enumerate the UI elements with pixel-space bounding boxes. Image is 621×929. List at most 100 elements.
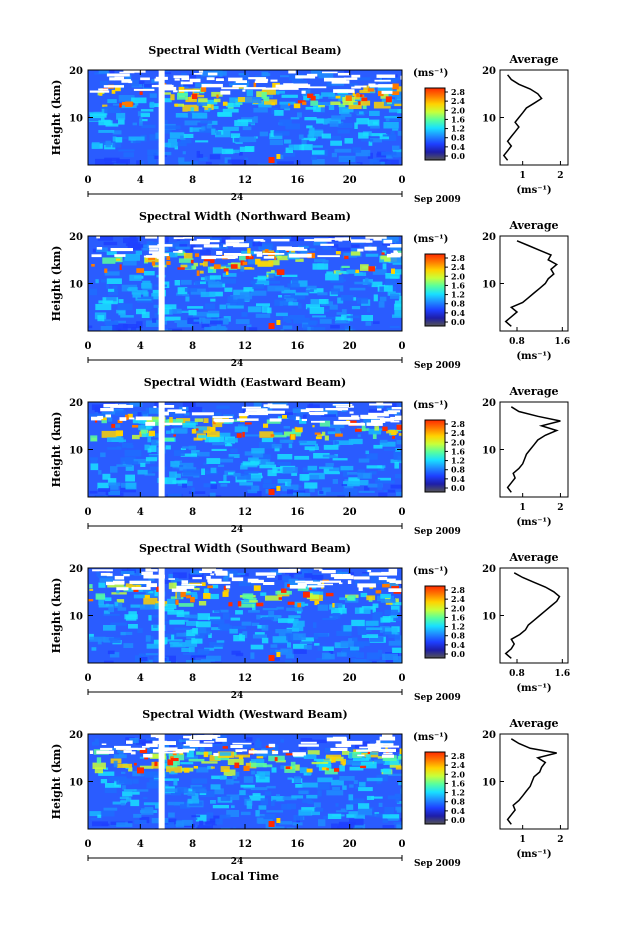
avg-x-tick-label: 2 [557,835,563,845]
colorbar-tick-label: 2.0 [451,769,465,779]
average-profile-line [504,572,561,659]
data-gap [158,568,165,663]
x-tick-label: 0 [85,839,92,850]
colorbar-tick-label: 2.8 [451,751,465,761]
x-tick-label: 12 [238,673,252,684]
colorbar-tick-label: 2.4 [451,96,465,106]
average-title: Average [508,551,558,564]
x-tick-label: 0 [85,341,92,352]
colorbar [424,419,446,493]
y-tick-label: 10 [69,280,83,291]
colorbar-tick-label: 0.0 [451,317,465,327]
y-axis-label: Height (km) [50,412,63,488]
colorbar-tick-label: 0.0 [451,483,465,493]
x-tick-label: 20 [343,507,357,518]
colorbar-tick-label: 1.2 [451,622,465,632]
colorbar-tick-label: 0.8 [451,631,465,641]
colorbar-tick-label: 1.2 [451,124,465,134]
heatmap-cells [88,236,402,331]
avg-x-tick-label: 1.6 [554,337,570,347]
average-title: Average [508,385,558,398]
y-tick-label: 10 [69,778,83,789]
avg-x-tick-label: 2 [557,503,563,513]
date-label: Sep 2009 [414,859,461,869]
x-tick-label: 0 [85,673,92,684]
x-tick-label: 8 [189,507,196,518]
x-tick-label: 8 [189,839,196,850]
avg-x-label: (ms⁻¹) [516,351,551,362]
panel-1: Spectral Width (Northward Beam) Height (k… [50,210,570,371]
data-gap [158,402,165,497]
colorbar-tick-label: 0.0 [451,649,465,659]
colorbar-tick-label: 0.8 [451,133,465,143]
y-tick-label: 10 [69,612,83,623]
date-label: Sep 2009 [414,195,461,205]
colorbar-tick-label: 0.4 [451,308,465,318]
colorbar-tick-label: 2.8 [451,87,465,97]
unit-label: (ms⁻¹) [413,732,448,743]
panel-title: Spectral Width (Westward Beam) [142,708,347,721]
avg-x-tick-label: 1 [520,171,526,181]
colorbar-tick-label: 1.6 [451,612,465,622]
colorbar-tick-label: 1.6 [451,114,465,124]
x-tick-label: 0 [85,175,92,186]
colorbar-tick-label: 0.8 [451,797,465,807]
heatmap-cells [89,734,402,829]
colorbar-tick-label: 0.4 [451,806,465,816]
colorbar-tick-label: 1.2 [451,788,465,798]
data-gap [158,236,165,331]
colorbar-tick-label: 2.8 [451,419,465,429]
colorbar-tick-label: 1.6 [451,446,465,456]
panel-title: Spectral Width (Southward Beam) [139,542,351,555]
y-axis-label: Height (km) [50,578,63,654]
x-tick-label: 16 [290,673,304,684]
colorbar-tick-label: 0.4 [451,142,465,152]
colorbar-tick-label: 0.8 [451,465,465,475]
x-tick-label: 20 [343,341,357,352]
avg-x-tick-label: 1.6 [554,669,570,679]
avg-x-label: (ms⁻¹) [516,683,551,694]
x-tick-label: 0 [399,673,406,684]
colorbar [424,751,446,825]
day-label: 24 [231,857,244,867]
average-frame [499,401,569,498]
day-label: 24 [231,193,244,203]
y-tick-label: 10 [69,114,83,125]
avg-y-tick-label: 10 [482,280,496,291]
colorbar-tick-label: 2.4 [451,760,465,770]
x-axis-label: Local Time [211,870,279,883]
average-profile-line [506,738,557,825]
colorbar-tick-label: 1.2 [451,456,465,466]
avg-x-label: (ms⁻¹) [516,517,551,528]
panel-0: Spectral Width (Vertical Beam) Height (km… [50,44,569,205]
x-tick-label: 4 [137,673,144,684]
x-tick-label: 20 [343,839,357,850]
y-tick-label: 20 [69,398,83,409]
x-tick-label: 8 [189,341,196,352]
unit-label: (ms⁻¹) [413,68,448,79]
x-tick-label: 0 [399,507,406,518]
avg-x-tick-label: 0.8 [509,337,525,347]
colorbar [424,585,446,659]
x-tick-label: 12 [238,175,252,186]
avg-y-tick-label: 10 [482,114,496,125]
x-tick-label: 12 [238,839,252,850]
day-label: 24 [231,691,244,701]
x-tick-label: 16 [290,341,304,352]
colorbar-tick-label: 2.8 [451,253,465,263]
average-profile-line [502,74,543,161]
y-tick-label: 20 [69,66,83,77]
colorbar-tick-label: 2.0 [451,105,465,115]
panel-title: Spectral Width (Vertical Beam) [148,44,341,57]
x-tick-label: 4 [137,175,144,186]
x-tick-label: 16 [290,507,304,518]
y-axis-label: Height (km) [50,246,63,322]
avg-y-tick-label: 10 [482,778,496,789]
x-tick-label: 0 [85,507,92,518]
avg-x-tick-label: 1 [520,503,526,513]
day-label: 24 [231,525,244,535]
x-tick-label: 4 [137,839,144,850]
avg-x-label: (ms⁻¹) [516,849,551,860]
x-tick-label: 4 [137,507,144,518]
x-tick-label: 12 [238,341,252,352]
